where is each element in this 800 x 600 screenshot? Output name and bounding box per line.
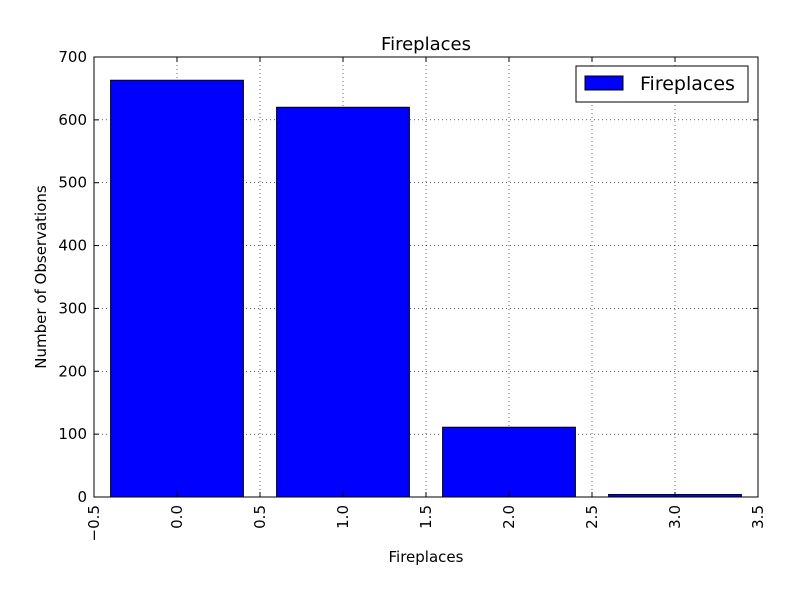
x-tick-label: 3.0 [666, 505, 684, 529]
x-tick-label: 2.0 [500, 505, 518, 529]
y-tick-label: 700 [58, 48, 87, 66]
x-tick-label: 1.0 [334, 505, 352, 529]
bar-2 [442, 426, 576, 498]
x-tick-label: 3.5 [749, 505, 767, 529]
x-tick-label: 1.5 [417, 505, 435, 529]
y-tick-label: 600 [58, 111, 87, 129]
y-tick-label: 0 [77, 488, 87, 506]
ticks: −0.5 0.0 0.5 1.0 1.5 2.0 2.5 3.0 3.5 0 100 200 300 40… [58, 48, 767, 541]
x-tick-label: 2.5 [583, 505, 601, 529]
bar-1 [276, 106, 410, 498]
y-tick-label: 200 [58, 362, 87, 380]
x-tick-label: 0.0 [168, 505, 186, 529]
legend: Fireplaces [575, 65, 749, 103]
x-axis-label: Fireplaces [389, 548, 464, 566]
y-tick-label: 400 [58, 237, 87, 255]
y-tick-label: 300 [58, 299, 87, 317]
x-tick-label: −0.5 [85, 505, 103, 541]
y-axis-label: Number of Observations [32, 185, 50, 369]
legend-swatch [584, 75, 624, 91]
y-tick-label: 100 [58, 425, 87, 443]
x-tick-label: 0.5 [251, 505, 269, 529]
y-tick-label: 500 [58, 174, 87, 192]
bars [110, 79, 742, 498]
chart-title: Fireplaces [381, 34, 471, 55]
bar-0 [110, 79, 244, 498]
legend-label: Fireplaces [640, 73, 735, 95]
